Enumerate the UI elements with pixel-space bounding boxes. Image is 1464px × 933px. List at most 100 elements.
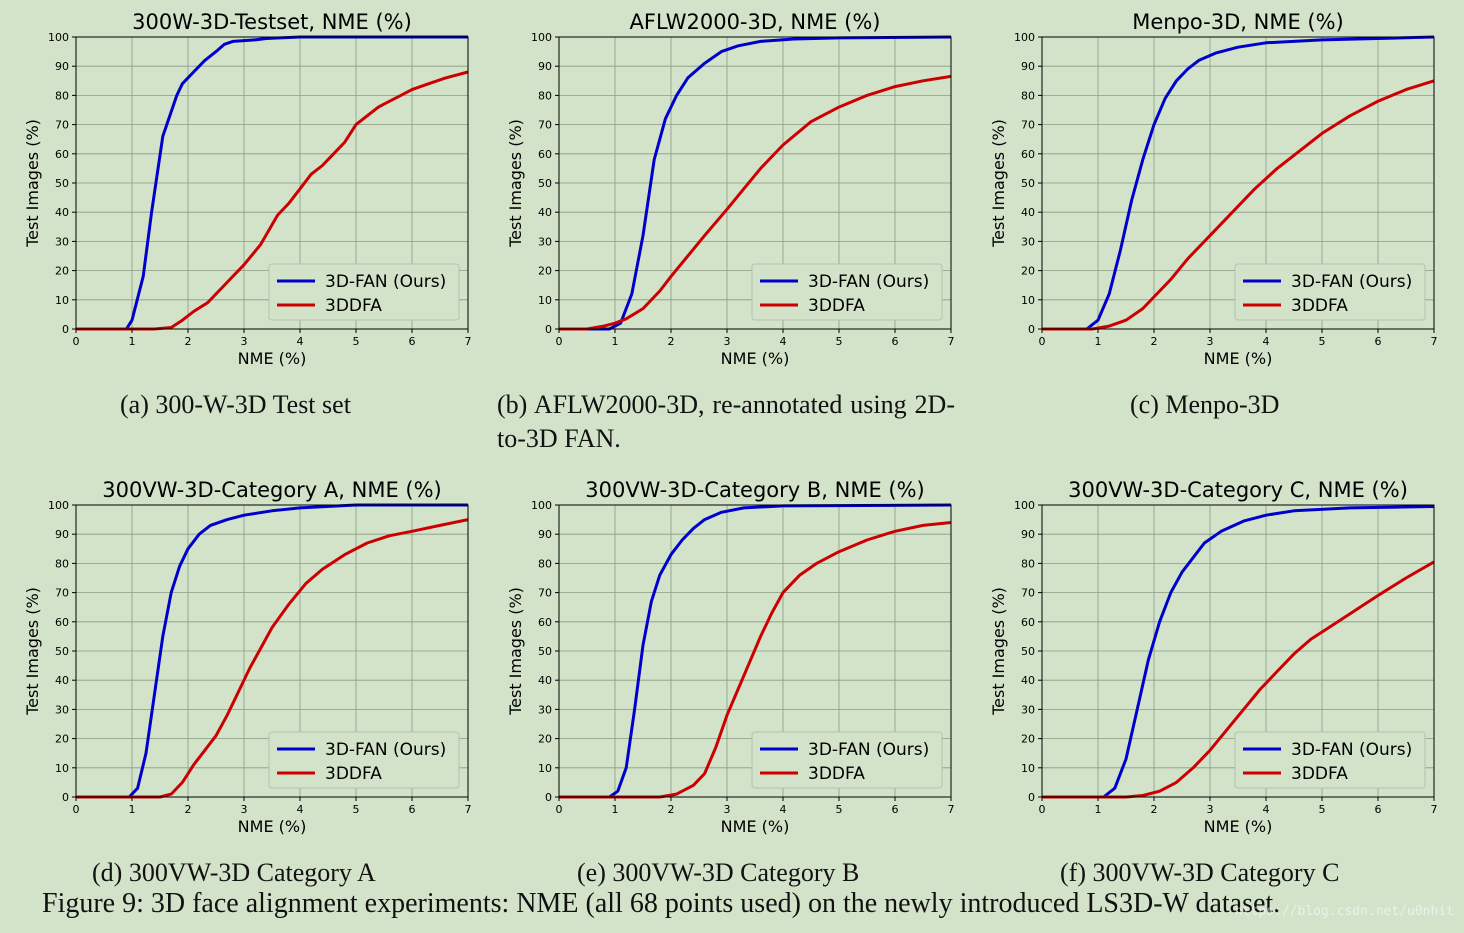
y-tick-label: 80 [538,557,552,570]
y-tick-label: 20 [538,265,552,278]
y-tick-label: 10 [55,762,69,775]
x-tick-label: 2 [1151,335,1158,348]
caption-a: (a) 300-W-3D Test set [120,390,351,419]
series-line-1 [76,518,469,799]
x-tick-label: 5 [836,335,843,348]
y-tick-label: 40 [538,206,552,219]
y-tick-label: 20 [55,265,69,278]
y-tick-label: 60 [1021,616,1035,629]
chart-title: Menpo-3D, NME (%) [1132,10,1344,34]
chart-svg: 0 1 2 3 4 5 6 70102030405060708090100300W-3D-Te… [23,10,472,368]
x-tick-label: 1 [612,803,619,816]
y-tick-label: 10 [538,294,552,307]
x-axis-label: NME (%) [1204,817,1273,836]
x-tick-label: 4 [1263,803,1270,816]
x-tick-label: 0 [73,335,80,348]
y-tick-label: 70 [1021,587,1035,600]
y-tick-label: 60 [55,148,69,161]
y-axis-label: Test Images (%) [506,587,525,716]
legend-label-1: 3DDFA [325,764,382,784]
x-tick-label: 6 [1375,335,1382,348]
legend-box [268,263,460,321]
chart-title: 300VW-3D-Category A, NME (%) [102,478,441,502]
y-tick-label: 90 [538,60,552,73]
x-tick-label: 5 [1319,335,1326,348]
y-tick-label: 90 [538,528,552,541]
y-tick-label: 0 [545,791,552,804]
x-tick-label: 2 [185,803,192,816]
y-axis-label: Test Images (%) [506,119,525,248]
y-tick-label: 70 [55,587,69,600]
y-tick-label: 10 [1021,294,1035,307]
legend-box [268,731,460,789]
x-tick-label: 3 [241,803,248,816]
y-tick-label: 20 [538,733,552,746]
y-axis-label: Test Images (%) [23,119,42,248]
legend-label-0: 3D-FAN (Ours) [325,272,446,292]
legend-label-1: 3DDFA [1291,764,1348,784]
y-tick-label: 90 [1021,528,1035,541]
caption-b: (b) AFLW2000-3D, re-annotated using 2D-t… [497,390,955,453]
y-tick-label: 20 [55,733,69,746]
caption-c: (c) Menpo-3D [1130,390,1280,419]
legend-label-0: 3D-FAN (Ours) [325,740,446,760]
x-axis-label: NME (%) [721,349,790,368]
x-tick-label: 3 [724,335,731,348]
legend-label-1: 3DDFA [808,296,865,316]
series-line-0 [76,503,468,799]
x-tick-label: 6 [1375,803,1382,816]
y-tick-label: 90 [1021,60,1035,73]
y-tick-label: 100 [1014,499,1035,512]
x-tick-label: 5 [1319,803,1326,816]
y-tick-label: 40 [55,674,69,687]
y-tick-label: 30 [1021,235,1035,248]
legend-box [1234,263,1426,321]
series-line-1 [1042,560,1435,799]
y-tick-label: 0 [1028,791,1035,804]
legend-label-1: 3DDFA [325,296,382,316]
x-tick-label: 7 [948,803,955,816]
x-tick-label: 5 [836,803,843,816]
legend-label-0: 3D-FAN (Ours) [808,740,929,760]
legend: 3D-FAN (Ours) 3DDFA [1234,263,1426,321]
x-axis-label: NME (%) [238,349,307,368]
y-tick-label: 20 [1021,733,1035,746]
x-tick-label: 1 [1095,803,1102,816]
y-tick-label: 50 [1021,645,1035,658]
x-tick-label: 2 [185,335,192,348]
chart-title: 300VW-3D-Category B, NME (%) [585,478,925,502]
y-tick-label: 10 [538,762,552,775]
series-line-1 [1042,79,1435,331]
x-tick-label: 0 [556,335,563,348]
legend: 3D-FAN (Ours) 3DDFA [751,731,943,789]
y-tick-label: 30 [55,703,69,716]
caption-f: (f) 300VW-3D Category C [1060,858,1340,887]
y-tick-label: 30 [538,235,552,248]
legend: 3D-FAN (Ours) 3DDFA [751,263,943,321]
watermark: https://blog.csdn.net/u0nhit [1234,904,1454,919]
chart-svg: 0 1 2 3 4 5 6 70102030405060708090100Menpo-3D, … [989,10,1438,368]
x-tick-label: 4 [297,803,304,816]
x-tick-label: 7 [1431,803,1438,816]
y-tick-label: 60 [55,616,69,629]
y-tick-label: 60 [1021,148,1035,161]
y-tick-label: 40 [55,206,69,219]
y-tick-label: 0 [62,791,69,804]
x-tick-label: 6 [892,335,899,348]
x-tick-label: 1 [1095,335,1102,348]
chart-panel-e: 0 1 2 3 4 5 6 7 0 10 20 30 40 50 60 70 80 90 100 300VW-3D-C… [501,472,961,844]
chart-title: AFLW2000-3D, NME (%) [630,10,881,34]
chart-svg: 0 1 2 3 4 5 6 70102030405060708090100300VW-3D-C… [23,478,472,836]
x-tick-label: 0 [73,803,80,816]
y-tick-label: 50 [538,645,552,658]
y-tick-label: 100 [531,31,552,44]
chart-panel-b: 0 1 2 3 4 5 6 7 0 10 20 30 40 50 60 70 80 90 100 AFLW2000-3… [501,4,961,376]
y-tick-label: 80 [1021,89,1035,102]
y-tick-label: 60 [538,148,552,161]
y-tick-label: 50 [538,177,552,190]
y-tick-label: 30 [55,235,69,248]
y-tick-label: 60 [538,616,552,629]
chart-title: 300W-3D-Testset, NME (%) [132,10,412,34]
legend-label-0: 3D-FAN (Ours) [808,272,929,292]
y-tick-label: 10 [55,294,69,307]
